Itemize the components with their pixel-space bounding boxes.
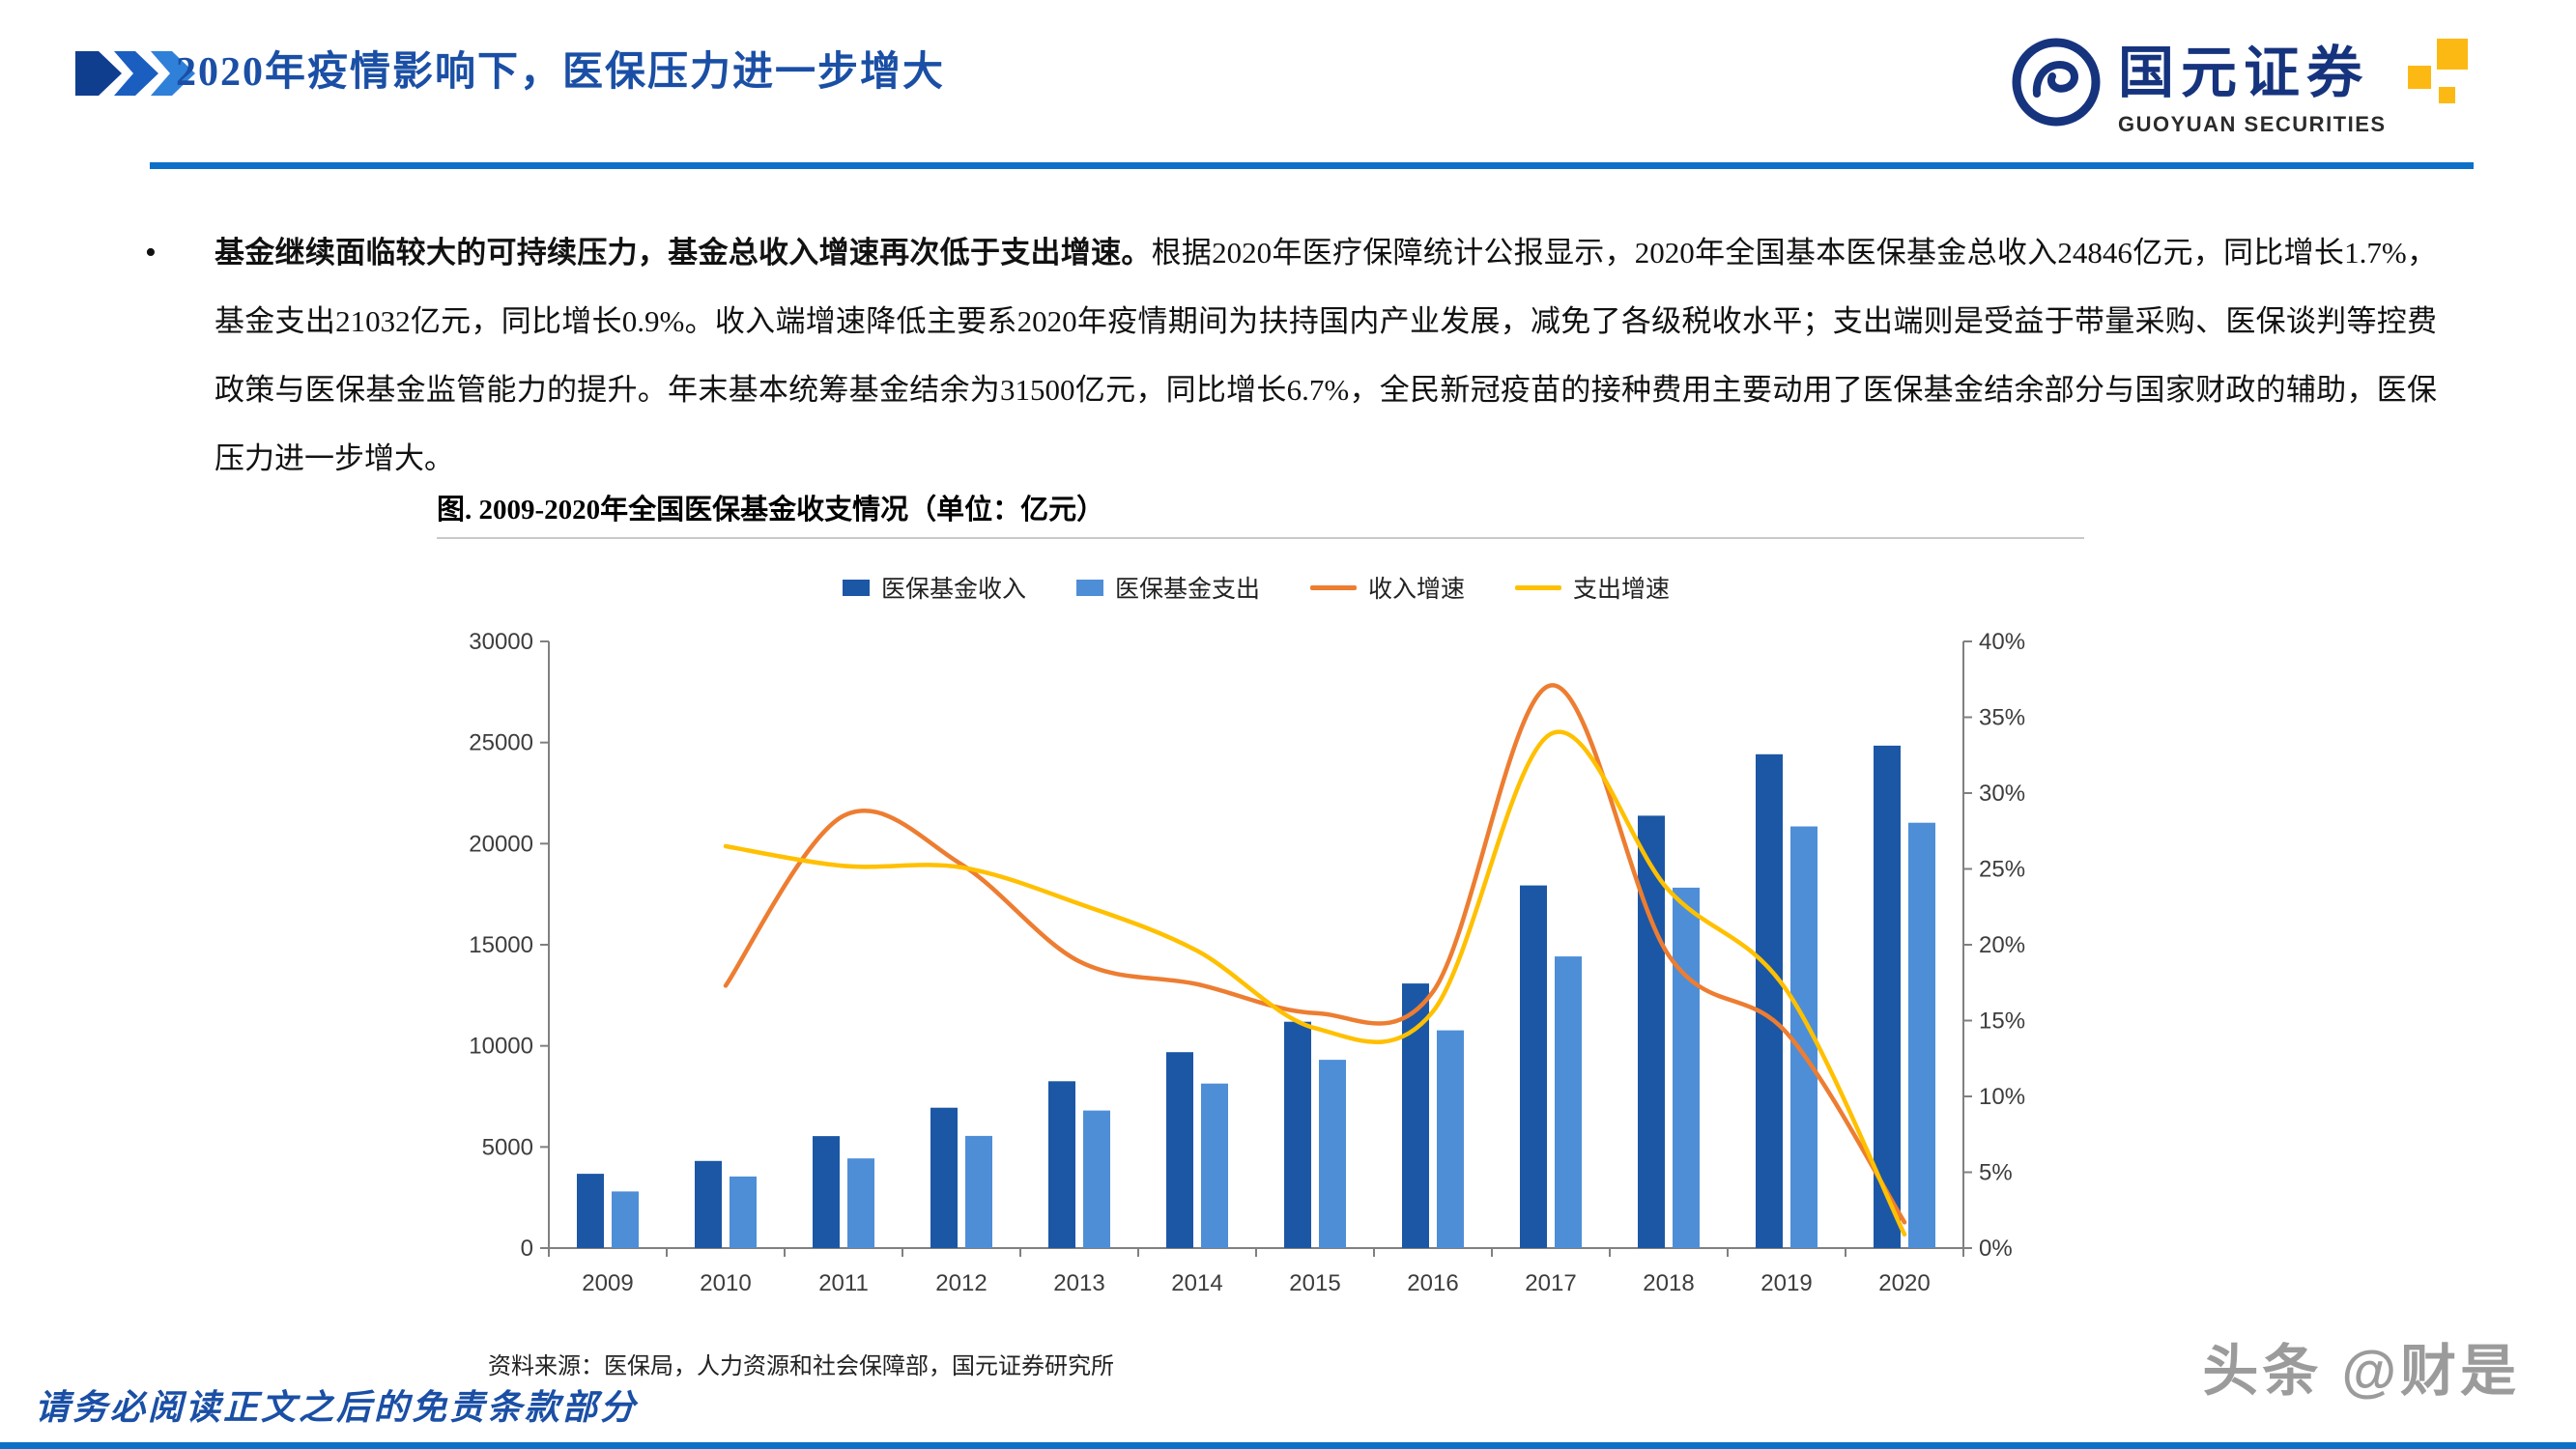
- legend-label-income: 医保基金收入: [880, 577, 1026, 603]
- svg-text:30%: 30%: [1979, 781, 2025, 807]
- svg-text:5000: 5000: [482, 1134, 533, 1160]
- summary-paragraph: • 基金继续面临较大的可持续压力，基金总收入增速再次低于支出增速。根据2020年…: [145, 218, 2445, 493]
- svg-text:0%: 0%: [1979, 1236, 2013, 1262]
- paragraph-text: 基金继续面临较大的可持续压力，基金总收入增速再次低于支出增速。根据2020年医疗…: [215, 218, 2437, 493]
- footer-disclaimer: 请务必阅读正文之后的免责条款部分: [35, 1388, 639, 1427]
- svg-text:35%: 35%: [1979, 705, 2025, 731]
- figure-source: 资料来源：医保局，人力资源和社会保障部，国元证券研究所: [488, 1354, 1114, 1379]
- svg-text:2012: 2012: [935, 1270, 987, 1296]
- legend-label-expense-growth: 支出增速: [1573, 577, 1671, 603]
- svg-text:40%: 40%: [1979, 629, 2025, 655]
- svg-text:2010: 2010: [700, 1270, 751, 1296]
- watermark: 头条 @财是: [2202, 1340, 2520, 1403]
- svg-text:15000: 15000: [469, 932, 533, 958]
- svg-text:2018: 2018: [1643, 1270, 1694, 1296]
- legend-item-expense: 医保基金支出: [1075, 570, 1260, 605]
- logo-name: 国元证券: [2118, 42, 2370, 104]
- logo-subtitle: GUOYUAN SECURITIES: [2118, 112, 2387, 136]
- svg-text:2020: 2020: [1878, 1270, 1930, 1296]
- svg-text:20%: 20%: [1979, 932, 2025, 958]
- logo-squares-icon: [2407, 39, 2468, 103]
- line-income-growth: [723, 683, 1907, 1225]
- svg-text:2013: 2013: [1053, 1270, 1104, 1296]
- svg-text:2011: 2011: [818, 1270, 869, 1296]
- bars-income: [577, 745, 1901, 1248]
- paragraph-lead: 基金继续面临较大的可持续压力，基金总收入增速再次低于支出增速。: [215, 236, 1152, 270]
- legend-item-income: 医保基金收入: [842, 570, 1026, 605]
- svg-text:2009: 2009: [582, 1270, 633, 1296]
- bottom-rule: [0, 1442, 2576, 1449]
- legend-item-expense-growth: 支出增速: [1515, 570, 1670, 605]
- svg-text:5%: 5%: [1979, 1160, 2013, 1186]
- bars-expense: [612, 822, 1935, 1248]
- figure-rule: [437, 537, 2084, 539]
- combo-chart: 0 5000 10000 15000 20000 25000 30000 0% 5% 10% 15%…: [469, 629, 2025, 1296]
- svg-text:25000: 25000: [469, 730, 533, 756]
- svg-text:25%: 25%: [1979, 857, 2025, 883]
- svg-text:10%: 10%: [1979, 1084, 2025, 1110]
- income-bar-swatch: [842, 579, 870, 596]
- svg-text:0: 0: [521, 1236, 533, 1262]
- bullet-marker: •: [145, 235, 157, 270]
- header-rule: [150, 162, 2474, 169]
- income-growth-line-swatch: [1310, 584, 1357, 590]
- legend-item-income-growth: 收入增速: [1310, 570, 1465, 605]
- svg-text:10000: 10000: [469, 1034, 533, 1060]
- svg-text:2014: 2014: [1171, 1270, 1222, 1296]
- svg-text:2019: 2019: [1760, 1270, 1812, 1296]
- svg-text:15%: 15%: [1979, 1009, 2025, 1035]
- logo-text: 国元证券 GUOYUAN SECURITIES: [2118, 27, 2387, 137]
- chevrons-icon: [75, 51, 195, 96]
- page-title: 2020年疫情影响下，医保压力进一步增大: [176, 50, 946, 95]
- expense-growth-line-swatch: [1515, 584, 1562, 590]
- svg-text:30000: 30000: [469, 629, 533, 655]
- expense-bar-swatch: [1075, 579, 1103, 596]
- line-expense-growth: [723, 729, 1907, 1237]
- brand-logo: 国元证券 GUOYUAN SECURITIES: [2008, 27, 2470, 137]
- paragraph-rest: 根据2020年医疗保障统计公报显示，2020年全国基本医保基金总收入24846亿…: [215, 236, 2437, 475]
- guoyuan-logo-icon: [2012, 38, 2101, 127]
- legend-label-expense: 医保基金支出: [1114, 577, 1260, 603]
- svg-text:2017: 2017: [1525, 1270, 1576, 1296]
- legend-label-income-growth: 收入增速: [1368, 577, 1466, 603]
- svg-text:2015: 2015: [1289, 1270, 1340, 1296]
- chart-legend: 医保基金收入 医保基金支出 收入增速 支出增速: [435, 570, 2077, 605]
- figure-title: 图. 2009-2020年全国医保基金收支情况（单位：亿元）: [437, 495, 1105, 526]
- svg-text:2016: 2016: [1407, 1270, 1458, 1296]
- svg-text:20000: 20000: [469, 831, 533, 857]
